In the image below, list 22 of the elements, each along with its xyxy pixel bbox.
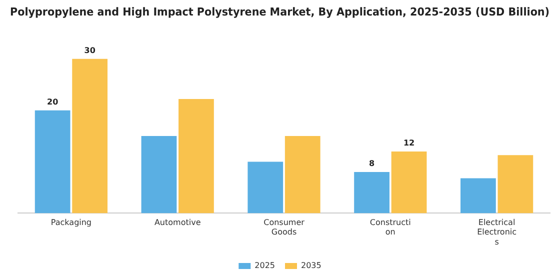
bar bbox=[498, 155, 534, 214]
bar bbox=[72, 58, 108, 214]
x-tick-label: Construction bbox=[370, 218, 411, 237]
data-label: 12 bbox=[403, 138, 415, 148]
chart-title: Polypropylene and High Impact Polystyrene Market, By Application, 2025-2035 (USD Billion) bbox=[10, 5, 550, 19]
legend-label: 2035 bbox=[301, 261, 322, 270]
x-tick-label: Electrical Electronics bbox=[477, 218, 517, 246]
data-label: 8 bbox=[368, 159, 375, 168]
bar bbox=[460, 178, 496, 214]
bar bbox=[391, 151, 427, 214]
bar bbox=[284, 136, 320, 214]
legend-label: 2025 bbox=[254, 261, 275, 270]
x-tick-label: Automotive bbox=[154, 218, 201, 228]
data-label: 20 bbox=[47, 97, 59, 106]
bar bbox=[354, 172, 390, 214]
data-label: 30 bbox=[84, 46, 96, 55]
bar bbox=[141, 136, 177, 214]
x-tick-label: Packaging bbox=[50, 218, 92, 228]
bar bbox=[248, 162, 284, 214]
x-tick-label: Consumer Goods bbox=[264, 218, 306, 237]
bar bbox=[34, 110, 70, 214]
bar bbox=[178, 99, 214, 214]
